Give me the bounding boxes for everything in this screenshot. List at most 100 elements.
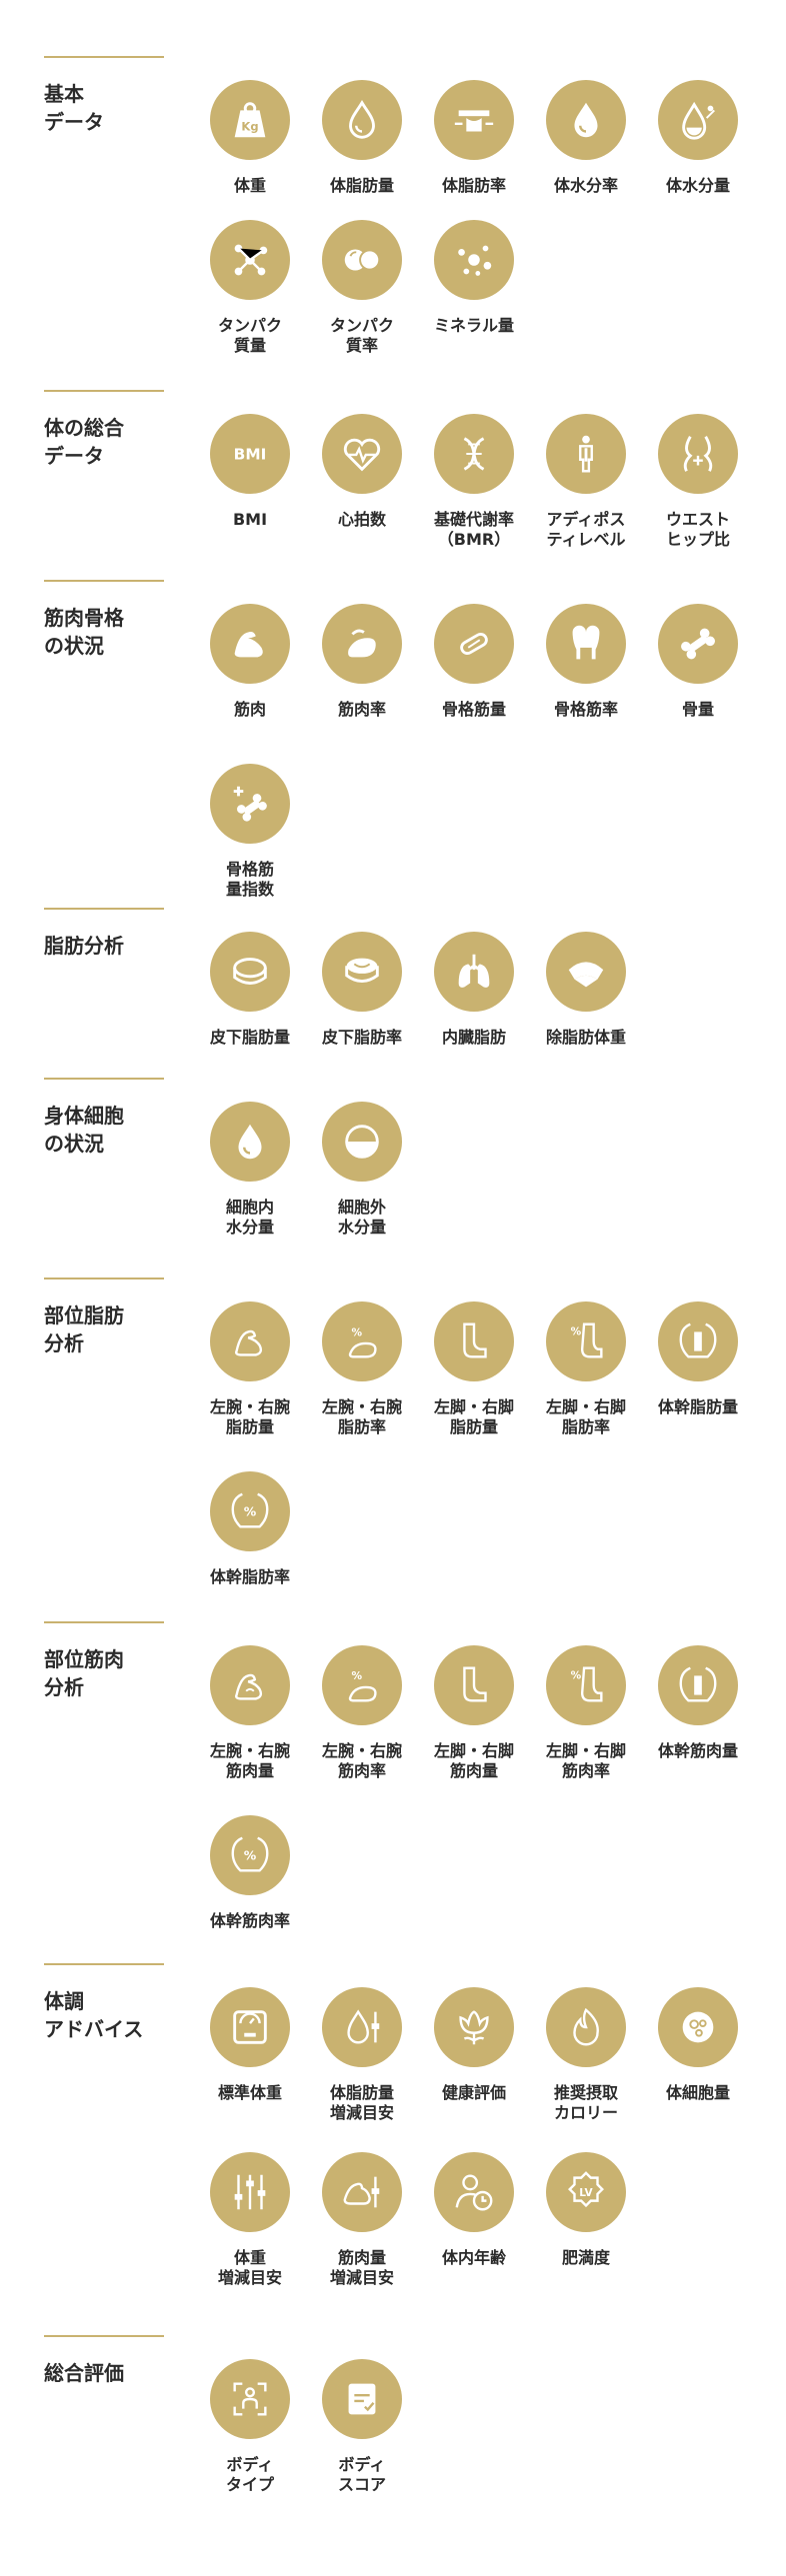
metric-item[interactable]: 骨格筋率 — [530, 604, 642, 720]
metric-item[interactable]: 健康評価 — [418, 1987, 530, 2103]
metric-label: 体幹脂肪量 — [657, 1397, 738, 1416]
section-title: 体の総合 データ — [44, 416, 124, 468]
leg-fat-icon — [434, 1301, 514, 1381]
metric-item[interactable]: 体幹筋肉量 — [642, 1645, 754, 1761]
metric-item[interactable]: ボディ スコア — [306, 2359, 418, 2495]
metric-label: 骨格筋 量指数 — [225, 860, 274, 899]
metric-item[interactable]: ミネラル量 — [418, 220, 530, 336]
metric-item[interactable]: Kg 体重 — [194, 80, 306, 196]
metric-item[interactable]: 左脚・右脚 脂肪量 — [418, 1301, 530, 1437]
metric-item[interactable]: 皮下脂肪率 — [306, 932, 418, 1048]
torso-fat-percent-icon: % — [210, 1471, 290, 1551]
metric-label: 体細胞量 — [665, 2083, 730, 2102]
section-divider — [44, 908, 164, 910]
metric-item[interactable]: タンパク 質率 — [306, 220, 418, 356]
bone-icon — [658, 604, 738, 684]
metric-item[interactable]: 左腕・右腕 脂肪量 — [194, 1301, 306, 1437]
leg-fat-percent-icon: % — [546, 1301, 626, 1381]
metric-item[interactable]: アディポス ティレベル — [530, 414, 642, 550]
metric-item[interactable]: % 体幹筋肉率 — [194, 1815, 306, 1931]
level-badge-icon: LV — [546, 2152, 626, 2232]
section-divider — [44, 2335, 164, 2337]
metric-label: 皮下脂肪率 — [321, 1028, 402, 1047]
metric-item[interactable]: ボディ タイプ — [194, 2359, 306, 2495]
section-divider — [44, 1621, 164, 1623]
metric-label: 基礎代謝率 （BMR） — [433, 510, 514, 549]
dna-icon — [434, 414, 514, 494]
metric-item[interactable]: 骨格筋量 — [418, 604, 530, 720]
section-divider — [44, 580, 164, 582]
metric-label: 体水分率 — [553, 176, 618, 195]
skeletal-muscle-icon — [434, 604, 514, 684]
metric-item[interactable]: 体内年齢 — [418, 2152, 530, 2268]
svg-text:%: % — [571, 1325, 582, 1337]
metric-item[interactable]: % 体幹脂肪率 — [194, 1471, 306, 1587]
metric-label: 筋肉量 増減目安 — [329, 2248, 394, 2287]
metric-item[interactable]: 骨格筋 量指数 — [194, 764, 306, 900]
metric-item[interactable]: ウエスト ヒップ比 — [642, 414, 754, 550]
metric-label: ミネラル量 — [433, 316, 514, 335]
metric-item[interactable]: % 左腕・右腕 脂肪率 — [306, 1301, 418, 1437]
metric-item[interactable]: 筋肉率 — [306, 604, 418, 720]
metric-label: 左脚・右脚 脂肪量 — [433, 1397, 514, 1436]
protein-icon — [322, 220, 402, 300]
metric-item[interactable]: 筋肉 — [194, 604, 306, 720]
metric-item[interactable]: % 左脚・右脚 脂肪率 — [530, 1301, 642, 1437]
metric-item[interactable]: 体幹脂肪量 — [642, 1301, 754, 1417]
bmi-icon: BMI — [210, 414, 290, 494]
metric-item[interactable]: 細胞内 水分量 — [194, 1102, 306, 1238]
metric-item[interactable]: 筋肉量 増減目安 — [306, 2152, 418, 2288]
arm-fat-percent-icon: % — [322, 1301, 402, 1381]
metric-item[interactable]: 細胞外 水分量 — [306, 1102, 418, 1238]
metric-label: 骨格筋率 — [553, 700, 618, 719]
muscle-percent-icon — [322, 604, 402, 684]
metric-item[interactable]: 除脂肪体重 — [530, 932, 642, 1048]
metric-item[interactable]: タンパク 質量 — [194, 220, 306, 356]
metric-item[interactable]: 基礎代謝率 （BMR） — [418, 414, 530, 550]
metric-item[interactable]: % 左腕・右腕 筋肉率 — [306, 1645, 418, 1781]
torso-muscle-icon — [658, 1645, 738, 1725]
metric-label: 体重 — [233, 176, 266, 195]
metric-item[interactable]: 骨量 — [642, 604, 754, 720]
metric-item[interactable]: 体脂肪率 — [418, 80, 530, 196]
svg-text:%: % — [244, 1847, 257, 1862]
metric-item[interactable]: % 左脚・右脚 筋肉率 — [530, 1645, 642, 1781]
metric-item[interactable]: 体重 増減目安 — [194, 2152, 306, 2288]
metric-label: 筋肉率 — [337, 700, 386, 719]
metric-label: 左腕・右腕 筋肉率 — [321, 1741, 402, 1780]
muscle-adjust-icon — [322, 2152, 402, 2232]
metric-label: 肥満度 — [561, 2248, 610, 2267]
section-title: 基本 データ — [44, 82, 104, 134]
metric-item[interactable]: 内臓脂肪 — [418, 932, 530, 1048]
metric-label: ボディ スコア — [337, 2455, 386, 2494]
metric-label: 皮下脂肪量 — [209, 1028, 290, 1047]
metric-label: 骨量 — [681, 700, 714, 719]
arm-fat-icon — [210, 1301, 290, 1381]
svg-text:BMI: BMI — [234, 446, 267, 464]
metric-item[interactable]: 推奨摂取 カロリー — [530, 1987, 642, 2123]
subcutaneous-fat-rate-icon — [322, 932, 402, 1012]
metric-item[interactable]: 皮下脂肪量 — [194, 932, 306, 1048]
svg-text:%: % — [351, 1326, 362, 1338]
metric-item[interactable]: 体細胞量 — [642, 1987, 754, 2103]
metric-item[interactable]: 標準体重 — [194, 1987, 306, 2103]
metric-label: 体幹筋肉率 — [209, 1911, 290, 1930]
svg-text:%: % — [351, 1670, 362, 1682]
metric-label: 推奨摂取 カロリー — [553, 2083, 618, 2122]
svg-text:Kg: Kg — [241, 120, 258, 134]
section-divider — [44, 1963, 164, 1965]
leg-muscle-icon — [434, 1645, 514, 1725]
section-divider — [44, 1278, 164, 1280]
metric-item[interactable]: 左脚・右脚 筋肉量 — [418, 1645, 530, 1781]
metric-item[interactable]: BMI BMI — [194, 414, 306, 530]
metric-item[interactable]: 体水分量 — [642, 80, 754, 196]
metric-item[interactable]: 体脂肪量 — [306, 80, 418, 196]
metric-item[interactable]: LV 肥満度 — [530, 2152, 642, 2268]
body-figure-icon — [546, 414, 626, 494]
metric-label: 心拍数 — [337, 510, 386, 529]
metric-label: ボディ タイプ — [225, 2455, 274, 2494]
metric-item[interactable]: 左腕・右腕 筋肉量 — [194, 1645, 306, 1781]
metric-item[interactable]: 体脂肪量 増減目安 — [306, 1987, 418, 2123]
metric-item[interactable]: 心拍数 — [306, 414, 418, 530]
metric-item[interactable]: 体水分率 — [530, 80, 642, 196]
